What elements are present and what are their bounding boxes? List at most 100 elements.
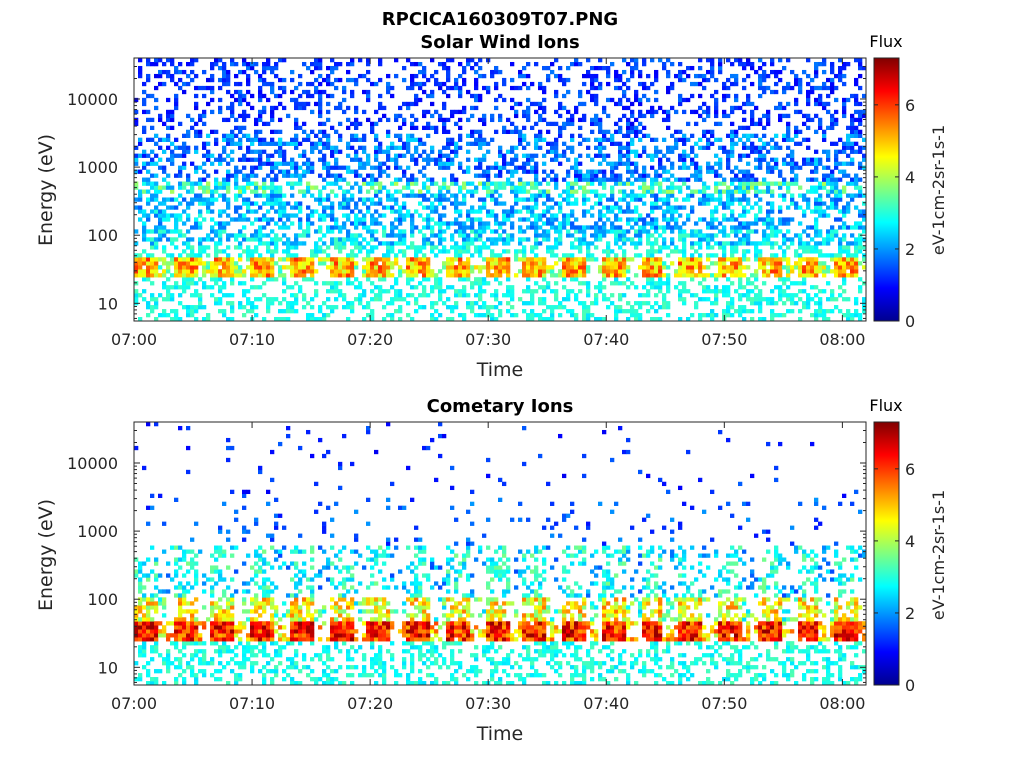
spectrogram-cell [746,173,751,178]
spectrogram-cell [154,225,159,230]
spectrogram-cell [758,309,763,314]
spectrogram-cell [666,109,671,115]
spectrogram-cell [366,225,371,230]
spectrogram-cell [278,213,283,218]
spectrogram-cell [606,245,611,250]
spectrogram-cell [414,157,419,162]
spectrogram-cell [522,253,527,258]
spectrogram-cell [250,189,255,194]
spectrogram-cell [202,273,207,278]
spectrogram-cell [238,93,243,99]
spectrogram-cell [618,257,623,262]
spectrogram-cell [634,169,639,174]
spectrogram-cell [578,273,583,278]
spectrogram-cell [814,217,819,222]
spectrogram-cell [578,257,583,262]
spectrogram-cell [710,261,715,266]
spectrogram-cell [710,309,715,314]
spectrogram-cell [474,173,479,178]
spectrogram-cell [142,81,147,87]
spectrogram-cell [582,137,587,142]
spectrogram-cell [318,137,323,142]
spectrogram-cell [154,161,159,166]
spectrogram-cell [386,197,391,202]
spectrogram-cell [282,309,287,314]
spectrogram-cell [850,161,855,166]
spectrogram-cell [578,281,583,286]
spectrogram-cell [802,209,807,214]
spectrogram-cell [810,89,815,95]
spectrogram-cell [778,105,783,111]
spectrogram-cell [618,197,623,202]
spectrogram-cell [798,261,803,266]
spectrogram-cell [426,197,431,202]
spectrogram-cell [846,245,851,250]
spectrogram-cell [442,197,447,202]
spectrogram-cell [818,197,823,202]
spectrogram-cell [850,233,855,238]
spectrogram-cell [794,253,799,258]
spectrogram-cell [566,197,571,202]
spectrogram-cell [326,197,331,202]
spectrogram-cell [454,205,459,210]
spectrogram-cell [382,205,387,210]
spectrogram-cell [390,193,395,198]
spectrogram-cell [226,265,231,270]
spectrogram-cell [406,245,411,250]
spectrogram-cell [626,285,631,290]
spectrogram-cell [450,193,455,198]
spectrogram-cell [710,245,715,250]
spectrogram-cell [774,265,779,270]
spectrogram-cell [654,153,659,158]
spectrogram-cell [798,205,803,210]
spectrogram-cell [378,241,383,246]
spectrogram-cell [666,149,671,154]
spectrogram-cell [634,221,639,226]
spectrogram-cell [478,233,483,238]
spectrogram-cell [286,217,291,222]
spectrogram-cell [438,85,443,91]
spectrogram-cell [730,253,735,258]
spectrogram-cell [282,281,287,286]
spectrogram-cell [846,141,851,146]
spectrogram-cell [618,145,623,150]
spectrogram-cell [570,113,575,119]
spectrogram-cell [582,213,587,218]
spectrogram-cell [398,293,403,298]
spectrogram-cell [318,109,323,115]
spectrogram-cell [146,305,151,310]
spectrogram-cell [162,149,167,154]
spectrogram-cell [506,177,511,182]
spectrogram-cell [470,141,475,146]
spectrogram-cell [354,221,359,226]
spectrogram-cell [430,285,435,290]
spectrogram-cell [506,169,511,174]
spectrogram-cell [350,269,355,274]
spectrogram-cell [470,269,475,274]
spectrogram-cell [202,189,207,194]
spectrogram-cell [706,185,711,190]
spectrogram-cell [826,309,831,314]
spectrogram-cell [226,169,231,174]
spectrogram-cell [818,213,823,218]
spectrogram-cell [610,273,615,278]
spectrogram-cell [814,273,819,278]
spectrogram-cell [490,209,495,214]
spectrogram-cell [822,269,827,274]
spectrogram-cell [738,241,743,246]
spectrogram-cell [238,281,243,286]
spectrogram-cell [614,253,619,258]
spectrogram-cell [438,237,443,242]
spectrogram-cell [534,121,539,127]
spectrogram-cell [602,265,607,270]
spectrogram-cell [606,97,611,103]
spectrogram-cell [446,269,451,274]
spectrogram-cell [706,285,711,290]
spectrogram-cell [678,165,683,170]
spectrogram-cell [350,261,355,266]
spectrogram-cell [538,129,543,135]
spectrogram-cell [486,209,491,214]
spectrogram-cell [654,257,659,262]
spectrogram-cell [458,249,463,254]
spectrogram-cell [466,209,471,214]
